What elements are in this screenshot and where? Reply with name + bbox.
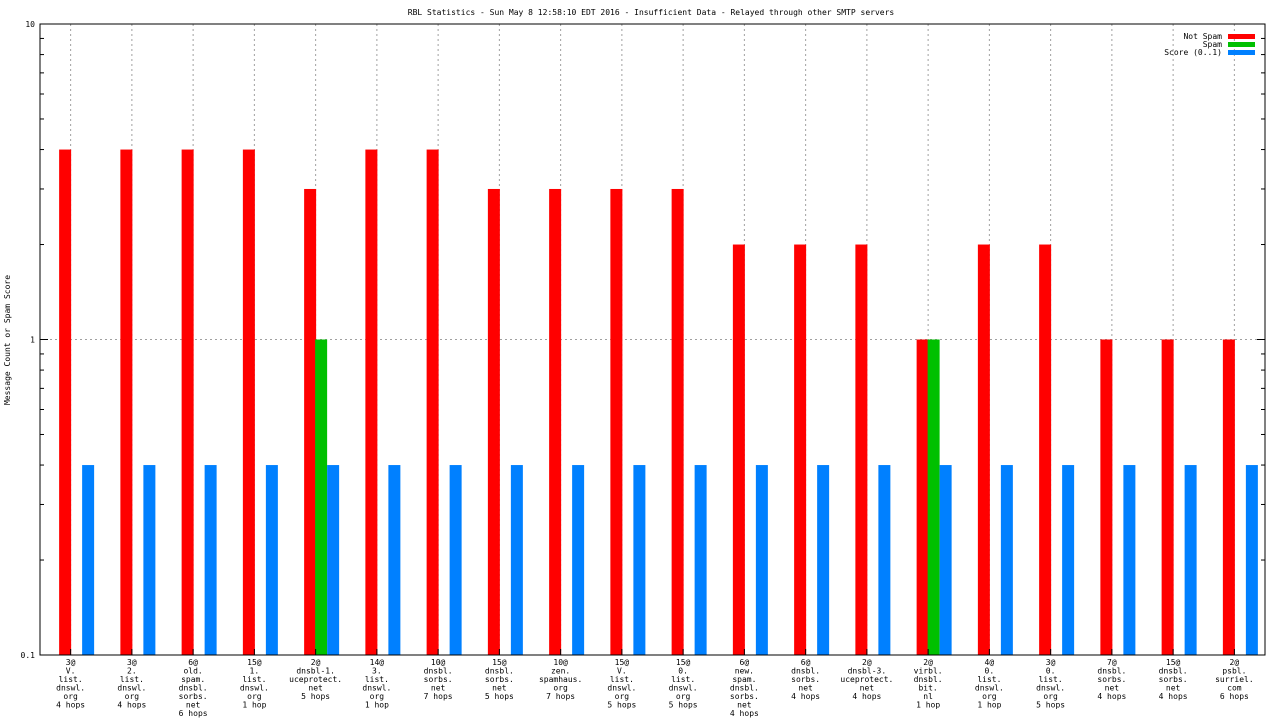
x-tick-label: 15@ 0. list. dnswl. org 5 hops xyxy=(669,658,698,710)
bar-score-0-1 xyxy=(265,465,278,655)
bar-score-0-1 xyxy=(572,465,585,655)
bar-not-spam xyxy=(794,244,807,656)
x-tick-label: 2@ virbl. dnsbl. bit. nl 1 hop xyxy=(914,658,943,710)
legend-swatch xyxy=(1228,50,1255,55)
bar-not-spam xyxy=(1039,244,1052,656)
bar-score-0-1 xyxy=(204,465,217,655)
bar-not-spam xyxy=(610,188,623,655)
bar-not-spam xyxy=(1222,339,1235,655)
bar-not-spam xyxy=(181,149,194,655)
x-tick-label: 10@ zen. spamhaus. org 7 hops xyxy=(539,658,582,701)
x-tick-label: 2@ dnsbl-1. uceprotect. net 5 hops xyxy=(289,658,342,701)
x-tick-label: 3@ 0. list. dnswl. org 5 hops xyxy=(1036,658,1065,710)
bar-score-0-1 xyxy=(327,465,340,655)
bar-score-0-1 xyxy=(388,465,401,655)
bar-score-0-1 xyxy=(694,465,707,655)
x-tick-label: 14@ 3. list. dnswl. org 1 hop xyxy=(362,658,391,710)
bar-not-spam xyxy=(916,339,929,655)
axes xyxy=(39,23,1266,656)
bar-not-spam xyxy=(59,149,72,655)
grid xyxy=(40,24,1265,655)
bar-score-0-1 xyxy=(510,465,523,655)
x-tick-label: 3@ V. list. dnswl. org 4 hops xyxy=(56,658,85,710)
y-tick-label: 10 xyxy=(25,20,35,29)
bar-not-spam xyxy=(732,244,745,656)
x-tick-label: 15@ dnsbl. sorbs. net 4 hops xyxy=(1159,658,1188,701)
bars xyxy=(59,149,1258,656)
bar-score-0-1 xyxy=(1245,465,1258,655)
bar-score-0-1 xyxy=(817,465,830,655)
x-tick-label: 4@ 0. list. dnswl. org 1 hop xyxy=(975,658,1004,710)
x-tick-label: 7@ dnsbl. sorbs. net 4 hops xyxy=(1097,658,1126,701)
x-tick-label: 6@ dnsbl. sorbs. net 4 hops xyxy=(791,658,820,701)
legend-label: Score (0..1) xyxy=(1164,48,1222,57)
x-tick-label: 6@ new. spam. dnsbl. sorbs. net 4 hops xyxy=(730,658,759,718)
bar-score-0-1 xyxy=(633,465,646,655)
bar-not-spam xyxy=(120,149,133,655)
bar-score-0-1 xyxy=(939,465,952,655)
bar-not-spam xyxy=(549,188,562,655)
legend-swatch xyxy=(1228,42,1255,47)
x-tick-label: 10@ dnsbl. sorbs. net 7 hops xyxy=(424,658,453,701)
bar-not-spam xyxy=(426,149,439,655)
y-axis-label: Message Count or Spam Score xyxy=(3,275,12,405)
bar-not-spam xyxy=(242,149,255,655)
bar-not-spam xyxy=(487,188,500,655)
x-tick-label: 15@ V. list. dnswl. org 5 hops xyxy=(607,658,636,710)
bar-score-0-1 xyxy=(1184,465,1197,655)
y-tick-label: 0.1 xyxy=(21,651,36,660)
x-tick-label: 2@ dnsbl-3. uceprotect. net 4 hops xyxy=(840,658,893,701)
bar-score-0-1 xyxy=(143,465,156,655)
x-tick-label: 3@ 2. list. dnswl. org 4 hops xyxy=(117,658,146,710)
legend-swatch xyxy=(1228,34,1255,39)
plot-border xyxy=(39,23,1266,656)
tick-labels: 0.1 1 10 3@ V. list. dnswl. org 4 hops 3@ 2. list. d… xyxy=(21,20,1254,718)
bar-not-spam xyxy=(1161,339,1174,655)
legend-label: Spam xyxy=(1203,40,1222,49)
bar-score-0-1 xyxy=(1000,465,1013,655)
bar-not-spam xyxy=(671,188,684,655)
bar-score-0-1 xyxy=(82,465,95,655)
bar-score-0-1 xyxy=(755,465,768,655)
bar-not-spam xyxy=(855,244,868,656)
x-tick-label: 6@ old. spam. dnsbl. sorbs. net 6 hops xyxy=(179,658,208,718)
x-tick-label: 2@ psbl. surriel. com 6 hops xyxy=(1215,658,1254,701)
bar-score-0-1 xyxy=(1062,465,1075,655)
bar-not-spam xyxy=(977,244,990,656)
bar-not-spam xyxy=(365,149,378,655)
bar-score-0-1 xyxy=(449,465,462,655)
chart-title: RBL Statistics - Sun May 8 12:58:10 EDT … xyxy=(408,8,895,17)
bar-score-0-1 xyxy=(878,465,891,655)
bar-spam xyxy=(927,339,940,655)
bar-not-spam xyxy=(304,188,317,655)
bar-spam xyxy=(315,339,328,655)
x-tick-label: 15@ dnsbl. sorbs. net 5 hops xyxy=(485,658,514,701)
legend-label: Not Spam xyxy=(1183,32,1222,41)
x-tick-label: 15@ 1. list. dnswl. org 1 hop xyxy=(240,658,269,710)
bar-not-spam xyxy=(1100,339,1113,655)
y-tick-label: 1 xyxy=(30,336,35,345)
bar-score-0-1 xyxy=(1123,465,1136,655)
